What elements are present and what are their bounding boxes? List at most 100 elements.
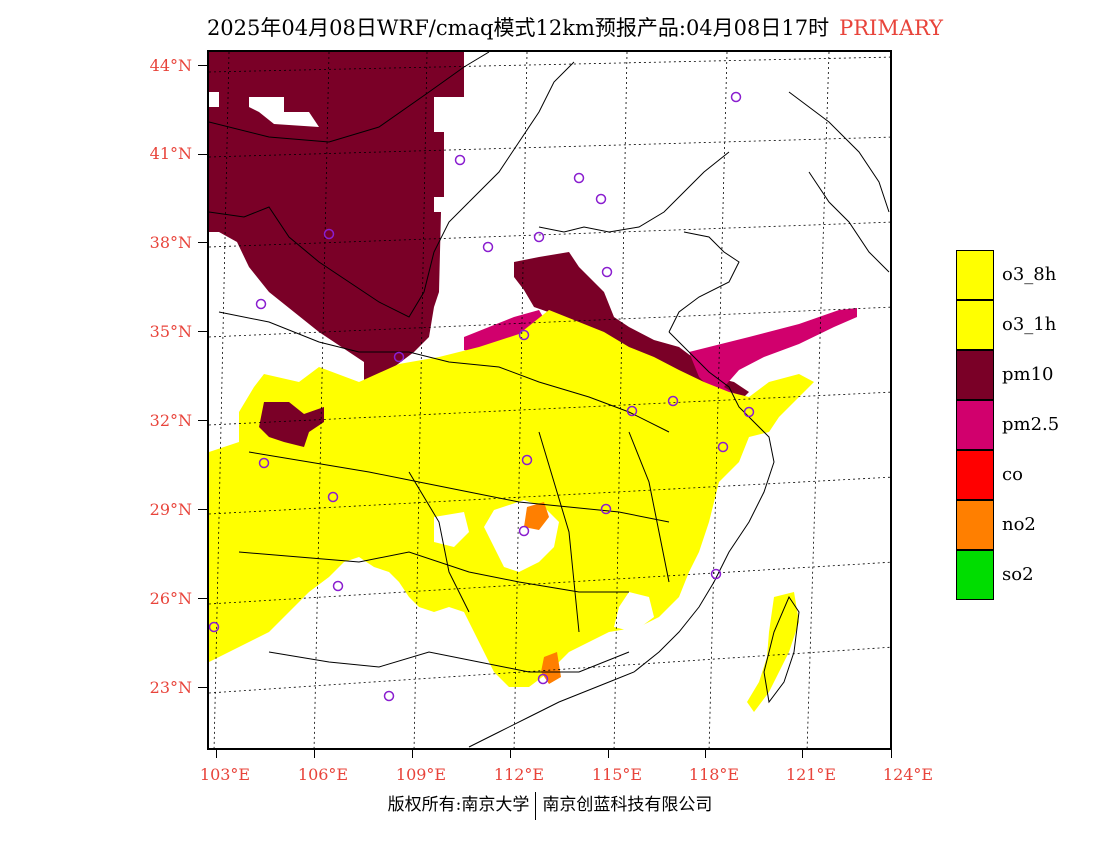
legend-swatch bbox=[956, 300, 994, 350]
legend-row-pm25: pm2.5 bbox=[956, 400, 1082, 450]
legend-row-pm10: pm10 bbox=[956, 350, 1082, 400]
legend-row-no2: no2 bbox=[956, 500, 1082, 550]
footer-right: 南京创蓝科技有限公司 bbox=[542, 795, 713, 815]
legend-swatch bbox=[956, 550, 994, 600]
title-main: 2025年04月08日WRF/cmaq模式12km预报产品:04月08日17时 bbox=[206, 16, 830, 40]
legend-row-o3-1h: o3_1h bbox=[956, 300, 1082, 350]
footer-separator bbox=[535, 791, 537, 820]
legend-row-so2: so2 bbox=[956, 550, 1082, 600]
station-marker bbox=[383, 690, 395, 702]
lon-tick bbox=[802, 750, 803, 758]
no2-patch bbox=[524, 502, 549, 530]
lon-label-109e: 109°E bbox=[395, 765, 447, 784]
station-marker bbox=[518, 525, 530, 537]
lon-label-112e: 112°E bbox=[493, 765, 545, 784]
o3-region-taiwan bbox=[747, 592, 799, 712]
copyright-footer: 版权所有:南京大学 南京创蓝科技有限公司 bbox=[0, 790, 1100, 820]
pm10-region-central-north bbox=[514, 252, 749, 407]
station-marker bbox=[521, 454, 533, 466]
forecast-map bbox=[207, 50, 892, 750]
lat-label-32n: 32°N bbox=[149, 411, 192, 430]
station-marker bbox=[323, 228, 335, 240]
lon-label-124e: 124°E bbox=[882, 765, 934, 784]
lat-tick bbox=[198, 509, 207, 510]
lat-tick bbox=[198, 65, 207, 66]
legend-label: pm2.5 bbox=[1002, 414, 1060, 435]
lat-tick bbox=[198, 420, 207, 421]
station-marker bbox=[717, 441, 729, 453]
lat-label-26n: 26°N bbox=[149, 589, 192, 608]
pm10-hole bbox=[249, 97, 319, 127]
pollutant-legend: o3_8h o3_1h pm10 pm2.5 co no2 so2 bbox=[956, 250, 1082, 600]
lon-label-121e: 121°E bbox=[785, 765, 837, 784]
lon-tick bbox=[510, 750, 511, 758]
lat-tick bbox=[198, 687, 207, 688]
legend-swatch bbox=[956, 500, 994, 550]
map-canvas bbox=[209, 52, 890, 748]
lat-label-41n: 41°N bbox=[149, 144, 192, 163]
pm25-region-east bbox=[689, 308, 857, 407]
lat-label-29n: 29°N bbox=[149, 500, 192, 519]
pm10-hole bbox=[209, 92, 219, 107]
station-marker bbox=[327, 491, 339, 503]
station-marker bbox=[537, 673, 549, 685]
station-marker bbox=[600, 503, 612, 515]
legend-label: no2 bbox=[1002, 514, 1036, 535]
station-marker bbox=[482, 241, 494, 253]
station-marker bbox=[209, 621, 220, 633]
lon-tick bbox=[216, 750, 217, 758]
title-tag: PRIMARY bbox=[839, 16, 944, 40]
legend-swatch bbox=[956, 350, 994, 400]
lon-label-106e: 106°E bbox=[297, 765, 349, 784]
legend-label: co bbox=[1002, 464, 1023, 485]
legend-label: so2 bbox=[1002, 564, 1034, 585]
lon-tick bbox=[314, 750, 315, 758]
no-data-area bbox=[359, 580, 394, 612]
station-marker bbox=[743, 406, 755, 418]
lat-tick bbox=[198, 331, 207, 332]
station-marker bbox=[626, 405, 638, 417]
legend-label: o3_8h bbox=[1002, 264, 1057, 285]
legend-swatch bbox=[956, 400, 994, 450]
legend-label: o3_1h bbox=[1002, 314, 1057, 335]
legend-row-co: co bbox=[956, 450, 1082, 500]
station-markers bbox=[209, 91, 755, 702]
station-marker bbox=[595, 193, 607, 205]
lon-label-115e: 115°E bbox=[591, 765, 643, 784]
legend-label: pm10 bbox=[1002, 364, 1054, 385]
lon-tick bbox=[412, 750, 413, 758]
lat-label-35n: 35°N bbox=[149, 322, 192, 341]
pm25-region-north bbox=[464, 310, 549, 352]
lat-tick bbox=[198, 154, 207, 155]
station-marker bbox=[332, 580, 344, 592]
graticule bbox=[209, 52, 890, 748]
lon-label-118e: 118°E bbox=[688, 765, 740, 784]
lat-tick bbox=[198, 598, 207, 599]
pm10-region-northwest bbox=[209, 52, 464, 388]
station-marker bbox=[710, 568, 722, 580]
station-marker bbox=[573, 172, 585, 184]
station-marker bbox=[518, 329, 530, 341]
footer-left: 版权所有:南京大学 bbox=[387, 795, 530, 815]
legend-swatch bbox=[956, 250, 994, 300]
lat-label-38n: 38°N bbox=[149, 233, 192, 252]
legend-swatch bbox=[956, 450, 994, 500]
map-title: 2025年04月08日WRF/cmaq模式12km预报产品:04月08日17时 P… bbox=[0, 12, 1100, 42]
station-marker bbox=[730, 91, 742, 103]
lat-tick bbox=[198, 242, 207, 243]
station-marker bbox=[255, 298, 267, 310]
station-marker bbox=[533, 231, 545, 243]
lat-label-23n: 23°N bbox=[149, 678, 192, 697]
no-data-area bbox=[614, 592, 654, 632]
lon-label-103e: 103°E bbox=[199, 765, 251, 784]
station-marker bbox=[667, 395, 679, 407]
station-marker bbox=[258, 457, 270, 469]
pm10-region-southwest bbox=[259, 402, 324, 447]
station-marker bbox=[393, 351, 405, 363]
station-marker bbox=[601, 266, 613, 278]
lon-tick bbox=[608, 750, 609, 758]
lon-tick bbox=[891, 750, 892, 758]
o3-region-main bbox=[209, 310, 814, 687]
station-marker bbox=[454, 154, 466, 166]
lat-label-44n: 44°N bbox=[149, 56, 192, 75]
